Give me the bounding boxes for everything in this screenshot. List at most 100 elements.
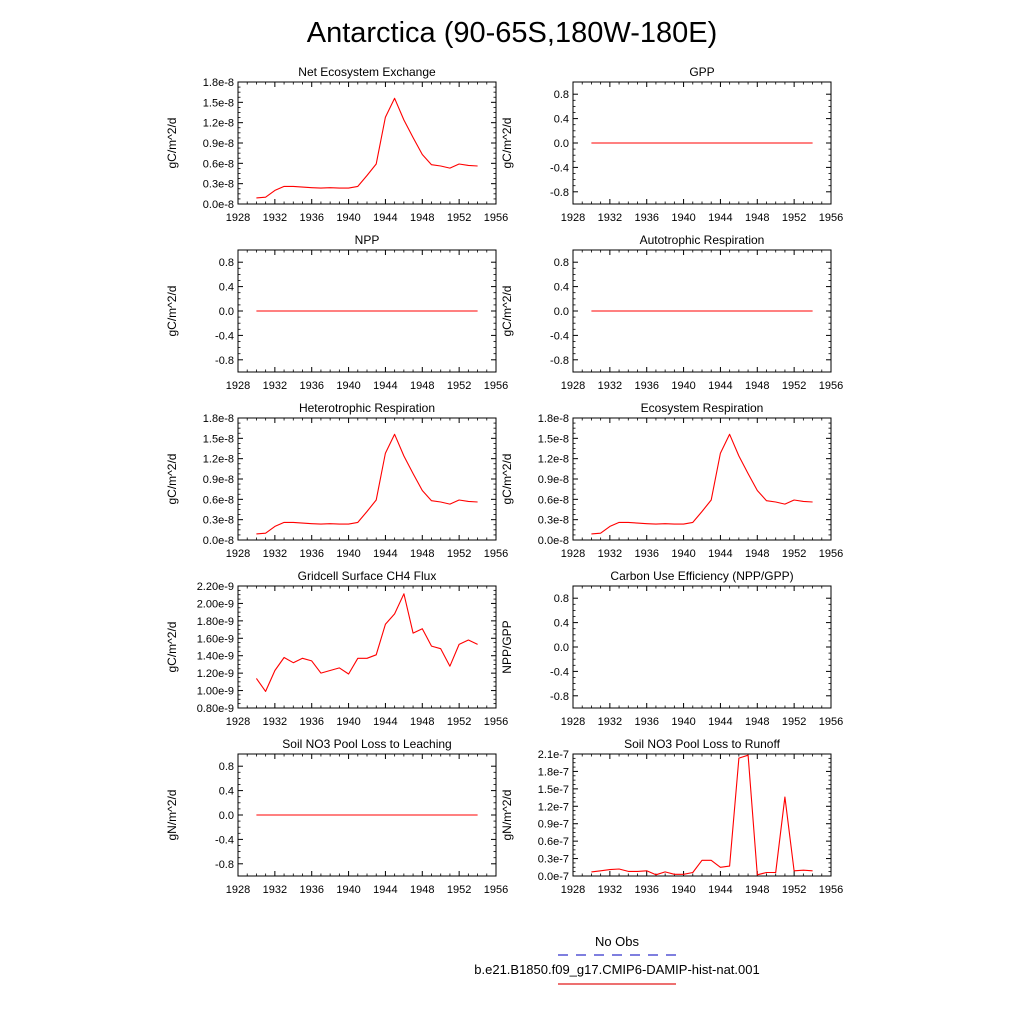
x-tick-label: 1956 <box>484 212 508 224</box>
x-tick-label: 1932 <box>598 380 622 392</box>
x-tick-label: 1952 <box>447 716 471 728</box>
panel-1: Net Ecosystem Exchange gC/m^2/d 1928 1932 19… <box>165 65 508 224</box>
plot-frame <box>237 585 497 709</box>
y-axis-label: gC/m^2/d <box>500 286 514 337</box>
panel-2: GPP gC/m^2/d 1928 1932 1936 1940 1944 1948 1952 1… <box>500 65 843 224</box>
x-tick-label: 1940 <box>336 884 360 896</box>
y-tick-label: 1.2e-8 <box>203 454 234 466</box>
x-tick-label: 1956 <box>484 380 508 392</box>
y-tick-label: 1.8e-8 <box>203 413 234 425</box>
y-tick-label: 0.0e-7 <box>538 871 569 883</box>
y-tick-label: 0.3e-8 <box>538 515 569 527</box>
panel-6: Ecosystem Respiration gC/m^2/d 1928 1932 193… <box>500 401 843 560</box>
x-tick-label: 1940 <box>336 716 360 728</box>
series-line <box>256 433 478 535</box>
plot-frame <box>572 417 832 541</box>
y-tick-label: 1.8e-8 <box>203 77 234 89</box>
x-tick-label: 1944 <box>373 212 397 224</box>
x-tick-label: 1932 <box>263 212 287 224</box>
y-tick-label: 0.8 <box>554 593 569 605</box>
x-tick-label: 1948 <box>745 380 769 392</box>
y-tick-label: 0.4 <box>554 618 569 630</box>
x-tick-label: 1928 <box>561 212 585 224</box>
y-tick-label: 1.40e-9 <box>197 651 234 663</box>
x-tick-label: 1932 <box>263 380 287 392</box>
x-tick-label: 1956 <box>819 716 843 728</box>
y-tick-label: 0.3e-8 <box>203 179 234 191</box>
x-tick-label: 1956 <box>819 212 843 224</box>
panel-8: Carbon Use Efficiency (NPP/GPP) NPP/GPP 19… <box>500 569 843 728</box>
y-tick-label: 0.4 <box>219 786 234 798</box>
x-tick-label: 1956 <box>484 716 508 728</box>
y-tick-label: 0.8 <box>219 761 234 773</box>
x-tick-label: 1932 <box>598 212 622 224</box>
y-tick-label: 0.6e-8 <box>203 494 234 506</box>
x-tick-label: 1944 <box>708 548 732 560</box>
x-tick-label: 1928 <box>226 548 250 560</box>
y-tick-label: 0.0 <box>554 138 569 150</box>
x-tick-label: 1952 <box>447 212 471 224</box>
panel-3: NPP gC/m^2/d 1928 1932 1936 1940 1944 1948 1952 1… <box>165 233 508 392</box>
plot-frame <box>237 81 497 205</box>
y-tick-label: 1.20e-9 <box>197 668 234 680</box>
series-line <box>591 433 813 535</box>
x-tick-label: 1956 <box>819 548 843 560</box>
y-tick-label: 0.0 <box>219 810 234 822</box>
panel-5: Heterotrophic Respiration gC/m^2/d 1928 193… <box>165 401 508 560</box>
panel-title: Heterotrophic Respiration <box>299 401 435 415</box>
y-tick-label: 1.5e-8 <box>538 433 569 445</box>
y-tick-label: 1.2e-8 <box>538 454 569 466</box>
y-tick-label: 1.5e-8 <box>203 97 234 109</box>
y-tick-label: 0.0 <box>219 306 234 318</box>
x-tick-label: 1936 <box>299 548 323 560</box>
x-tick-label: 1928 <box>561 716 585 728</box>
panel-title: Net Ecosystem Exchange <box>298 65 436 79</box>
y-tick-label: -0.8 <box>215 355 234 367</box>
x-tick-label: 1928 <box>561 884 585 896</box>
y-tick-label: 0.4 <box>554 114 569 126</box>
y-axis-label: gC/m^2/d <box>165 454 179 505</box>
x-tick-label: 1944 <box>373 884 397 896</box>
y-tick-label: 1.60e-9 <box>197 633 234 645</box>
plot-frame <box>237 417 497 541</box>
y-axis-label: gC/m^2/d <box>500 454 514 505</box>
y-tick-label: 0.0e-8 <box>203 199 234 211</box>
y-axis-label: gN/m^2/d <box>165 790 179 841</box>
panel-title: Soil NO3 Pool Loss to Leaching <box>282 737 451 751</box>
x-tick-label: 1944 <box>373 380 397 392</box>
x-tick-label: 1952 <box>782 716 806 728</box>
legend: No Obs b.e21.B1850.f09_g17.CMIP6-DAMIP-h… <box>474 934 760 985</box>
x-tick-label: 1952 <box>782 212 806 224</box>
y-tick-label: 0.3e-7 <box>538 854 569 866</box>
y-axis-label: gC/m^2/d <box>500 118 514 169</box>
x-tick-label: 1936 <box>634 380 658 392</box>
y-tick-label: -0.8 <box>550 187 569 199</box>
y-tick-label: -0.4 <box>215 834 234 846</box>
y-tick-label: 0.8 <box>554 257 569 269</box>
x-tick-label: 1936 <box>299 212 323 224</box>
y-tick-label: 0.4 <box>219 282 234 294</box>
panel-10: Soil NO3 Pool Loss to Runoff gN/m^2/d 1928… <box>500 737 843 896</box>
y-tick-label: 0.9e-8 <box>203 138 234 150</box>
x-tick-label: 1936 <box>634 884 658 896</box>
x-tick-label: 1952 <box>782 548 806 560</box>
y-tick-label: 2.00e-9 <box>197 598 234 610</box>
panel-title: Gridcell Surface CH4 Flux <box>298 569 437 583</box>
x-tick-label: 1948 <box>410 716 434 728</box>
x-tick-label: 1936 <box>634 716 658 728</box>
panel-4: Autotrophic Respiration gC/m^2/d 1928 1932 1… <box>500 233 843 392</box>
x-tick-label: 1932 <box>598 716 622 728</box>
y-tick-label: -0.8 <box>550 355 569 367</box>
y-tick-label: 0.8 <box>219 257 234 269</box>
panel-title: NPP <box>355 233 380 247</box>
x-tick-label: 1928 <box>226 884 250 896</box>
x-tick-label: 1944 <box>373 716 397 728</box>
x-tick-label: 1956 <box>484 548 508 560</box>
x-tick-label: 1952 <box>447 884 471 896</box>
x-tick-label: 1948 <box>410 380 434 392</box>
legend-label-model-run: b.e21.B1850.f09_g17.CMIP6-DAMIP-hist-nat… <box>474 962 759 977</box>
panel-title: Ecosystem Respiration <box>641 401 764 415</box>
x-tick-label: 1940 <box>336 212 360 224</box>
x-tick-label: 1944 <box>708 212 732 224</box>
